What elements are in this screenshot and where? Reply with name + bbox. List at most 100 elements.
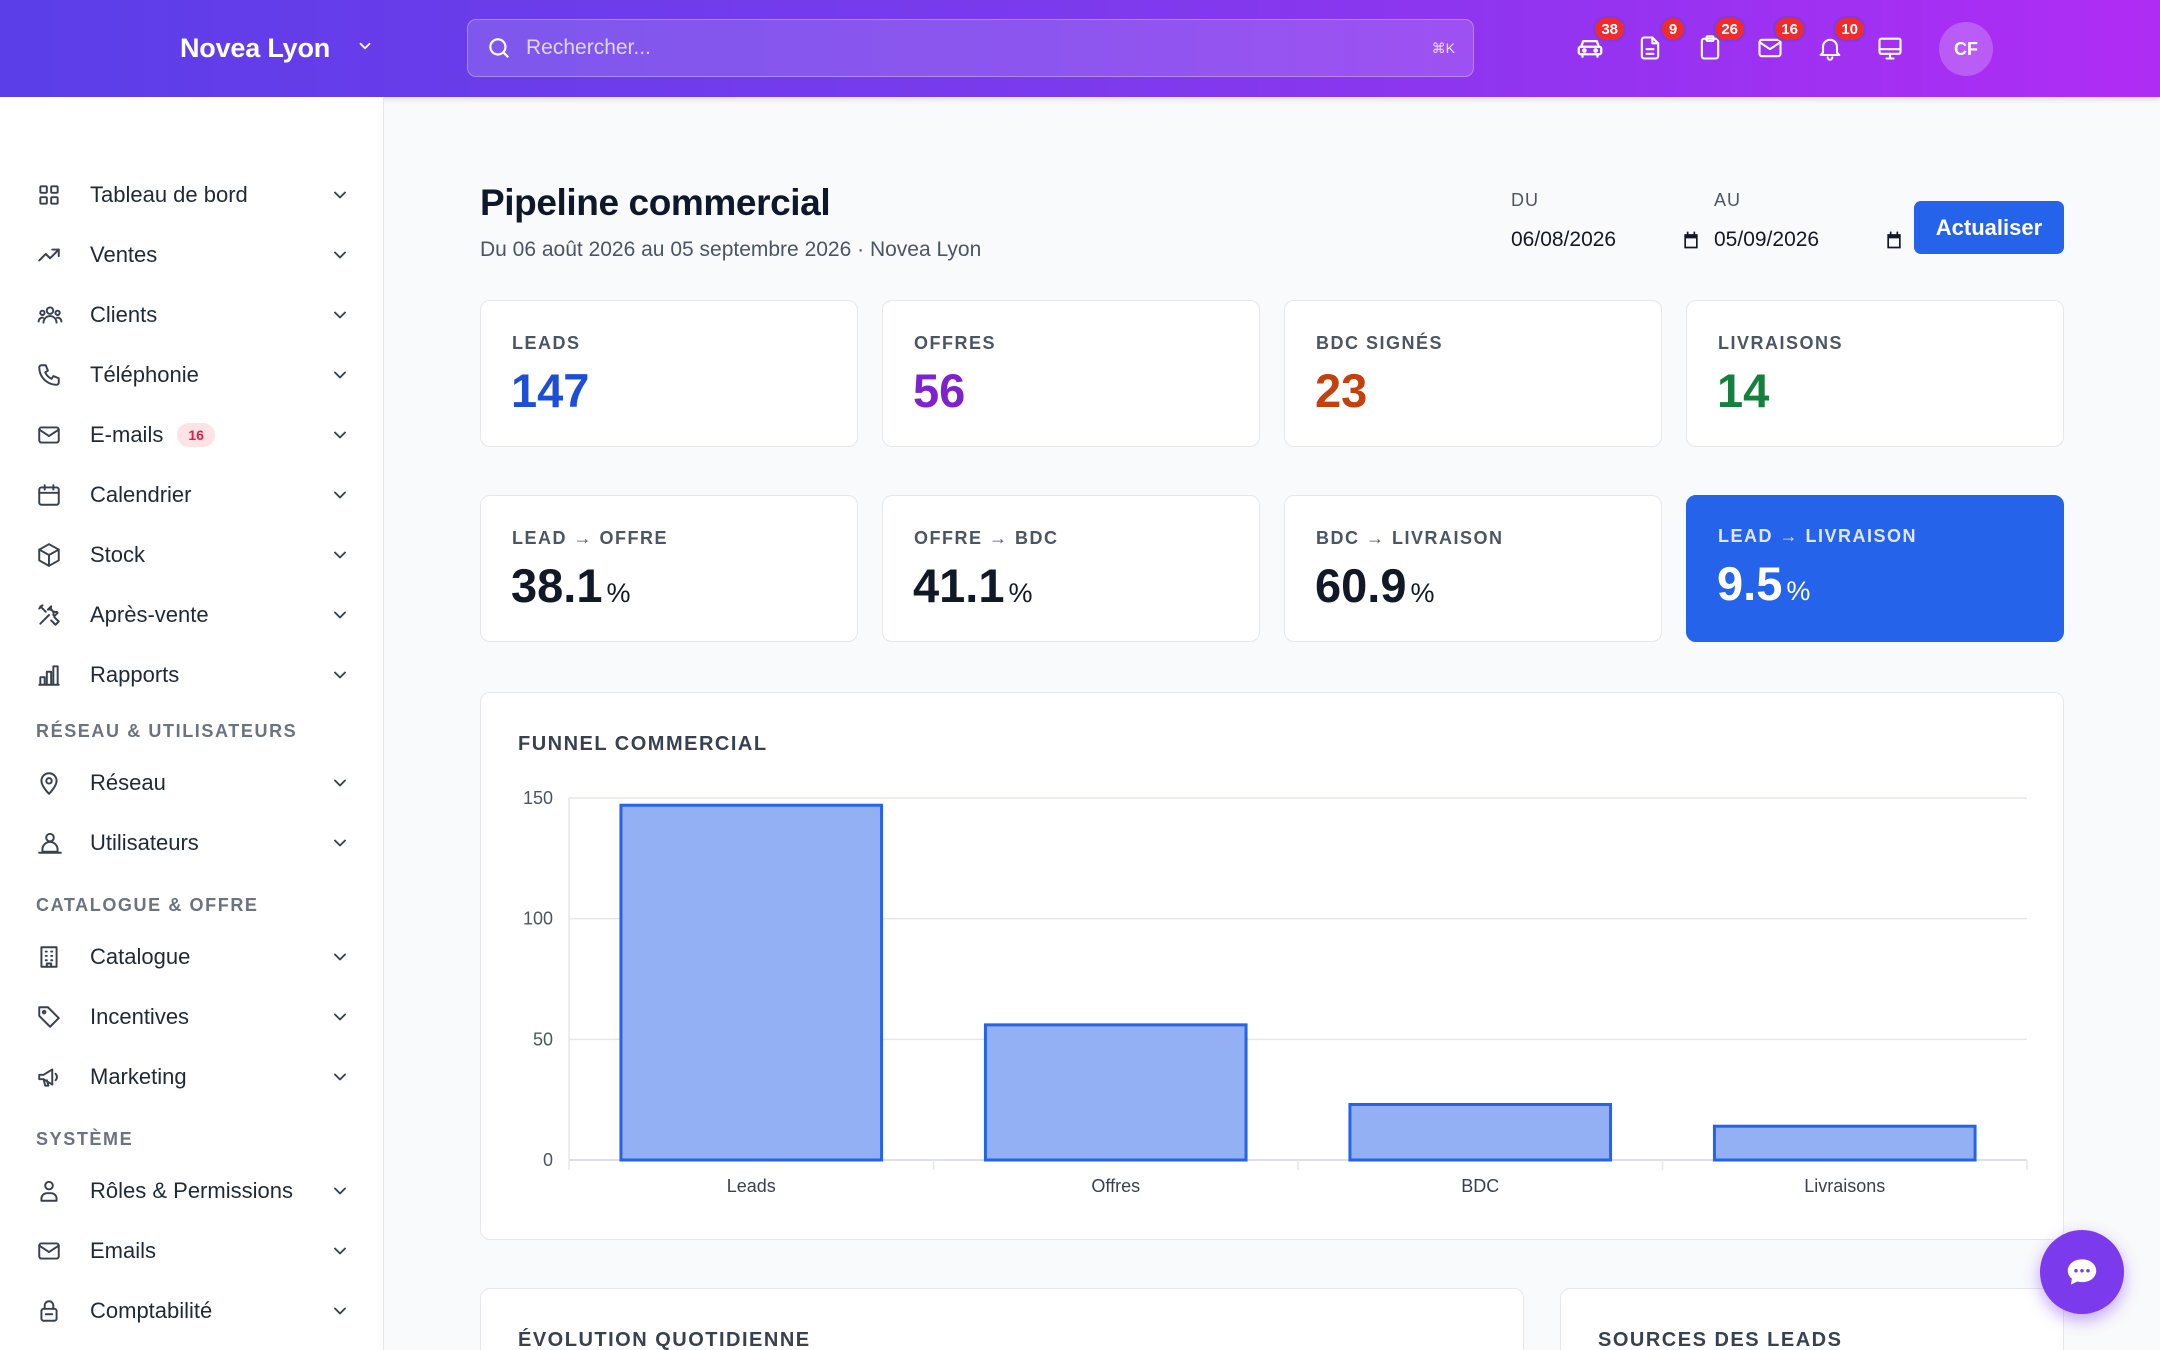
sidebar-item-label: Utilisateurs — [90, 830, 199, 855]
top-bar: Novea Lyon ⌘K 38 9 26 16 10 CF — [0, 0, 2160, 97]
rate-value: 60.9% — [1315, 558, 1435, 621]
grid-icon — [36, 182, 78, 208]
refresh-button[interactable]: Actualiser — [1914, 201, 2064, 254]
rate-card-lead-livraison: LEAD → LIVRAISON 9.5% — [1686, 495, 2064, 642]
rate-unit: % — [1008, 578, 1033, 608]
tag-icon — [36, 1004, 78, 1030]
kpi-label: OFFRES — [914, 333, 997, 353]
funnel-chart-card: FUNNEL COMMERCIAL 0 50 100 150 Leads Offres BD… — [480, 692, 2064, 1240]
kpi-card-bdc: BDC SIGNÉS 23 — [1284, 300, 1662, 447]
sidebar-item-label: Catalogue — [90, 944, 191, 969]
unread-badge: 16 — [177, 423, 215, 447]
page-subtitle: Du 06 août 2026 au 05 septembre 2026 · N… — [480, 238, 982, 261]
chat-button[interactable] — [2040, 1230, 2124, 1314]
phone-icon — [36, 362, 78, 388]
sidebar-item-label: Après-vente — [90, 602, 209, 627]
sidebar-item-label: Marketing — [90, 1064, 187, 1089]
chevron-down-icon — [330, 425, 350, 445]
sidebar-item-rapports[interactable]: Rapports — [36, 651, 350, 699]
bar-leads — [619, 803, 884, 1162]
sidebar-item-label: Rôles & Permissions — [90, 1178, 293, 1203]
kpi-value: 14 — [1717, 364, 1770, 417]
chevron-down-icon — [330, 1067, 350, 1087]
sidebar-item-label: Incentives — [90, 1004, 190, 1029]
bar-chart-icon — [36, 662, 78, 688]
sidebar-item-roles-permissions[interactable]: Rôles & Permissions — [36, 1167, 350, 1215]
rate-card-lead-offre: LEAD → OFFRE 38.1% — [480, 495, 858, 642]
bell-icon[interactable]: 10 — [1812, 16, 1866, 66]
rate-unit: % — [606, 578, 631, 608]
rate-number: 9.5 — [1717, 557, 1783, 610]
date-to-value: 05/09/2026 — [1714, 228, 1820, 251]
section-title-network: RÉSEAU & UTILISATEURS — [36, 721, 298, 741]
brand-switcher[interactable]: Novea Lyon — [180, 28, 374, 68]
document-icon[interactable]: 9 — [1632, 16, 1686, 66]
mail-icon[interactable]: 16 — [1752, 16, 1806, 66]
sidebar-item-comptabilite[interactable]: Comptabilité — [36, 1287, 350, 1335]
avatar[interactable]: CF — [1939, 22, 1993, 76]
rate-value: 38.1% — [511, 558, 631, 621]
car-icon[interactable]: 38 — [1572, 16, 1626, 66]
rate-label: BDC → LIVRAISON — [1316, 528, 1504, 548]
x-tick-label: Leads — [727, 1176, 776, 1196]
date-from-value: 06/08/2026 — [1511, 228, 1617, 251]
kpi-card-offres: OFFRES 56 — [882, 300, 1260, 447]
chevron-down-icon — [330, 1181, 350, 1201]
notification-badge: 9 — [1660, 16, 1686, 42]
chat-icon — [2063, 1253, 2101, 1291]
sidebar-item-utilisateurs[interactable]: Utilisateurs — [36, 819, 350, 867]
sidebar-item-catalogue[interactable]: Catalogue — [36, 933, 350, 981]
rate-number: 60.9 — [1315, 559, 1407, 612]
sidebar-item-incentives[interactable]: Incentives — [36, 993, 350, 1041]
chevron-down-icon — [330, 773, 350, 793]
date-from-field[interactable]: 06/08/2026 — [1511, 222, 1701, 258]
chevron-down-icon — [330, 305, 350, 325]
calendar-icon[interactable] — [1681, 230, 1701, 250]
chart-title: FUNNEL COMMERCIAL — [518, 733, 768, 755]
sidebar-item-calendrier[interactable]: Calendrier — [36, 471, 350, 519]
sidebar-item-label: Téléphonie — [90, 362, 199, 387]
kpi-label: LIVRAISONS — [1718, 333, 1844, 353]
chevron-down-icon — [330, 947, 350, 967]
date-to-field[interactable]: 05/09/2026 — [1714, 222, 1904, 258]
x-tick-label: Livraisons — [1804, 1176, 1885, 1196]
sources-title: SOURCES DES LEADS — [1598, 1329, 1843, 1350]
sidebar-item-e-mails[interactable]: E-mails 16 — [36, 411, 350, 459]
tools-icon — [36, 602, 78, 628]
sidebar-item-tableau-de-bord[interactable]: Tableau de bord — [36, 171, 350, 219]
brand-name: Novea Lyon — [180, 32, 331, 63]
rate-value: 9.5% — [1717, 556, 1810, 619]
y-tick-label: 50 — [533, 1029, 553, 1049]
notification-badge: 26 — [1713, 16, 1746, 42]
sidebar-item-label: Tableau de bord — [90, 182, 248, 207]
clipboard-icon[interactable]: 26 — [1692, 16, 1746, 66]
y-tick-label: 100 — [523, 909, 553, 929]
kpi-label: BDC SIGNÉS — [1316, 333, 1444, 353]
lock-icon — [36, 1298, 78, 1324]
funnel-chart: 0 50 100 150 Leads Offres BDC Livraisons — [523, 788, 2028, 1196]
sidebar-item-marketing[interactable]: Marketing — [36, 1053, 350, 1101]
sidebar-item-label: Réseau — [90, 770, 166, 795]
sidebar-item-clients[interactable]: Clients — [36, 291, 350, 339]
sidebar-item-telephonie[interactable]: Téléphonie — [36, 351, 350, 399]
search-input[interactable] — [526, 36, 1432, 60]
calendar-icon[interactable] — [1884, 230, 1904, 250]
sidebar-item-apres-vente[interactable]: Après-vente — [36, 591, 350, 639]
kpi-value: 23 — [1315, 364, 1368, 417]
x-tick-label: BDC — [1461, 1176, 1499, 1196]
sidebar-item-reseau[interactable]: Réseau — [36, 759, 350, 807]
megaphone-icon — [36, 1064, 78, 1090]
monitor-icon[interactable] — [1872, 30, 1908, 66]
chevron-down-icon — [330, 665, 350, 685]
sidebar-item-emails[interactable]: Emails — [36, 1227, 350, 1275]
box-icon — [36, 542, 78, 568]
search-bar[interactable]: ⌘K — [467, 19, 1474, 77]
notification-badge: 10 — [1833, 16, 1866, 42]
rate-unit: % — [1786, 576, 1811, 606]
sidebar-item-stock[interactable]: Stock — [36, 531, 350, 579]
sidebar-item-ventes[interactable]: Ventes — [36, 231, 350, 279]
sidebar: Tableau de bord Ventes Clients Téléphoni… — [0, 97, 384, 1350]
rate-number: 41.1 — [913, 559, 1005, 612]
user-icon — [36, 1178, 78, 1204]
evolution-title: ÉVOLUTION QUOTIDIENNE — [518, 1329, 811, 1350]
